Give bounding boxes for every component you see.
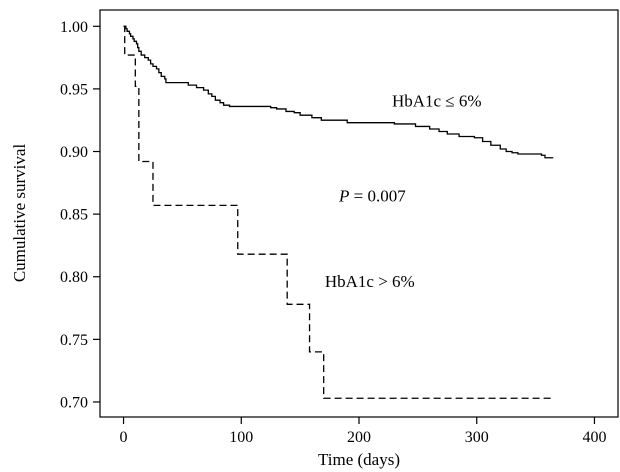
series-line-hba1c-high	[123, 25, 554, 399]
x-tick-label: 100	[229, 429, 253, 446]
y-axis-label: Cumulative survival	[10, 144, 29, 283]
annotation-1: HbA1c ≤ 6%	[392, 91, 482, 110]
x-tick-label: 300	[465, 429, 489, 446]
annotation-layer: HbA1c ≤ 6% P = 0.007 HbA1c > 6%	[325, 91, 482, 290]
x-tick-label: 200	[347, 429, 371, 446]
y-tick-label: 0.75	[60, 332, 88, 349]
y-tick-label: 0.95	[60, 81, 88, 98]
y-axis: 0.70 0.75 0.80 0.85 0.90 0.95 1.00	[60, 19, 100, 411]
plot-frame	[99, 9, 619, 418]
x-axis-label: Time (days)	[318, 450, 400, 469]
annotation-2: P = 0.007	[338, 187, 406, 206]
series-layer	[123, 25, 554, 399]
p-value-text: = 0.007	[349, 187, 406, 206]
y-tick-label: 0.90	[60, 144, 88, 161]
x-tick-label: 400	[582, 429, 606, 446]
series-line-hba1c-low	[123, 25, 554, 159]
annotation-3: HbA1c > 6%	[325, 272, 415, 291]
y-tick-label: 0.70	[60, 394, 88, 411]
p-value-symbol: P	[338, 187, 349, 206]
y-tick-label: 0.85	[60, 207, 88, 224]
y-tick-label: 1.00	[60, 19, 88, 36]
x-axis: 0 100 200 300 400	[120, 417, 606, 446]
x-tick-label: 0	[120, 429, 128, 446]
y-tick-label: 0.80	[60, 269, 88, 286]
